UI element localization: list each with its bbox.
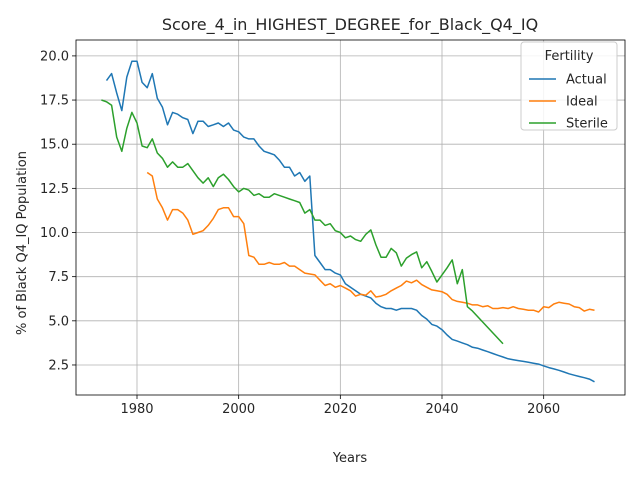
y-axis-label: % of Black Q4_IQ Population <box>15 151 30 335</box>
chart-title: Score_4_in_HIGHEST_DEGREE_for_Black_Q4_I… <box>162 15 538 35</box>
y-tick-label: 20.0 <box>40 49 69 64</box>
plot-frame <box>75 39 626 396</box>
y-tick-label: 5.0 <box>48 314 69 329</box>
x-tick-label: 2000 <box>222 402 255 417</box>
series-line-sterile <box>101 99 504 345</box>
series-line-ideal <box>146 171 595 313</box>
y-tick-label: 17.5 <box>40 94 69 109</box>
y-tick-label: 10.0 <box>40 226 69 241</box>
y-tick-label: 2.5 <box>48 358 69 373</box>
x-tick-label: 1980 <box>120 402 153 417</box>
x-tick-label: 2040 <box>425 402 458 417</box>
legend-title: Fertility <box>545 49 594 64</box>
legend-label-ideal: Ideal <box>566 95 598 110</box>
y-tick-label: 12.5 <box>40 182 69 197</box>
legend-label-actual: Actual <box>566 73 607 88</box>
x-axis-label: Years <box>332 451 368 466</box>
series-lines <box>101 60 595 383</box>
y-tick-label: 15.0 <box>40 138 69 153</box>
legend-label-sterile: Sterile <box>566 117 608 132</box>
axis-ticks: 1980 2000 2020 2040 2060 2.5 5.0 7.5 10.0 12.5 15.… <box>40 49 560 417</box>
x-tick-label: 2060 <box>527 402 560 417</box>
x-tick-label: 2020 <box>324 402 357 417</box>
legend: Fertility Actual Ideal Sterile <box>520 41 618 132</box>
legend-entries: Actual Ideal Sterile <box>529 73 608 132</box>
y-tick-label: 7.5 <box>48 270 69 285</box>
legend-box <box>520 41 618 131</box>
series-line-actual <box>105 60 595 383</box>
